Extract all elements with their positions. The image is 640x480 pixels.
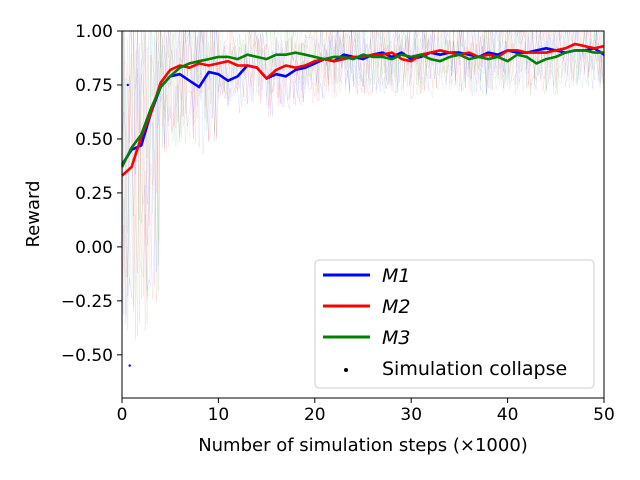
plot-frame (121, 30, 605, 399)
y-tick-label: 0.75 (75, 76, 113, 96)
legend-label-collapse: Simulation collapse (382, 358, 567, 380)
y-tick-label: 0.25 (75, 184, 113, 204)
legend-box (314, 259, 595, 389)
collapse-points (126, 83, 131, 367)
collapse-point (128, 364, 131, 367)
legend-swatch-collapse (344, 368, 348, 372)
series-lines (120, 42, 605, 177)
x-tick-label: 40 (497, 405, 519, 425)
x-tick-label: 30 (400, 405, 422, 425)
legend: M1 M2 M3 Simulation collapse (314, 259, 595, 389)
y-tick-label: 0.50 (75, 130, 113, 150)
x-axis-ticks: 0 10 20 30 40 50 (117, 398, 615, 425)
x-tick-label: 10 (208, 405, 230, 425)
x-tick-label: 20 (304, 405, 326, 425)
legend-label-m1: M1 (382, 265, 410, 287)
noise-trace (121, 30, 604, 366)
legend-label-m2: M2 (382, 296, 410, 318)
collapse-point (126, 83, 129, 87)
series-line-m3 (120, 49, 604, 168)
noise-trace (121, 30, 605, 307)
x-tick-label: 0 (117, 405, 128, 425)
x-tick-label: 50 (593, 405, 615, 425)
y-tick-label: −0.50 (61, 346, 113, 366)
noise-trace (121, 30, 605, 330)
y-axis-ticks: −0.50 −0.25 0.00 0.25 0.50 0.75 1.00 (61, 22, 122, 366)
y-tick-label: 1.00 (75, 22, 113, 42)
series-line-m2 (121, 42, 605, 177)
y-tick-label: 0.00 (75, 238, 113, 258)
legend-label-m3: M3 (382, 327, 410, 349)
y-tick-label: −0.25 (61, 292, 113, 312)
x-axis-label: Number of simulation steps (×1000) (198, 435, 528, 456)
y-axis-label: Reward (23, 180, 44, 247)
